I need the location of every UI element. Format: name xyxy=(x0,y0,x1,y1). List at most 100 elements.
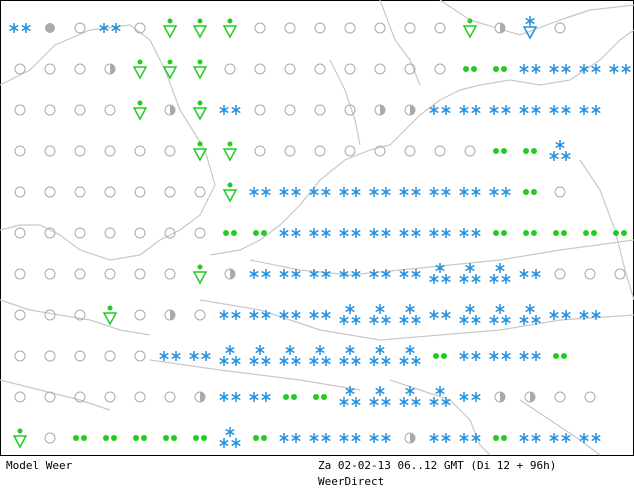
clear-icon xyxy=(14,309,26,321)
snow-icon xyxy=(519,351,541,361)
snow-icon xyxy=(459,105,481,115)
rain-icon xyxy=(433,353,447,359)
partly-cloudy-icon xyxy=(374,104,386,116)
snow-icon xyxy=(489,351,511,361)
snow-icon xyxy=(489,105,511,115)
rain-icon xyxy=(493,66,507,72)
source-label: WeerDirect xyxy=(318,475,385,488)
clear-icon xyxy=(134,227,146,239)
shower-rain-icon xyxy=(192,100,208,121)
clear-icon xyxy=(194,186,206,198)
clear-icon xyxy=(194,309,206,321)
clear-icon xyxy=(254,63,266,75)
snow-icon xyxy=(399,269,421,279)
snow-icon xyxy=(339,187,361,197)
snow-icon xyxy=(369,386,391,407)
shower-rain-icon xyxy=(12,428,28,449)
map-frame xyxy=(0,0,634,456)
snow-icon xyxy=(429,228,451,238)
shower-rain-icon xyxy=(192,18,208,39)
coastline-layer xyxy=(0,0,634,456)
clear-icon xyxy=(104,104,116,116)
clear-icon xyxy=(14,227,26,239)
clear-icon xyxy=(44,104,56,116)
clear-icon xyxy=(14,268,26,280)
clear-icon xyxy=(314,63,326,75)
clear-icon xyxy=(134,145,146,157)
clear-icon xyxy=(374,22,386,34)
snow-icon xyxy=(369,228,391,238)
clear-icon xyxy=(74,22,86,34)
clear-icon xyxy=(44,432,56,444)
clear-icon xyxy=(134,186,146,198)
partly-cloudy-icon xyxy=(494,391,506,403)
clear-icon xyxy=(104,268,116,280)
rain-icon xyxy=(523,148,537,154)
snow-icon xyxy=(579,310,601,320)
rain-icon xyxy=(493,435,507,441)
clear-icon xyxy=(14,145,26,157)
clear-icon xyxy=(104,391,116,403)
shower-rain-icon xyxy=(462,18,478,39)
clear-icon xyxy=(554,268,566,280)
clear-icon xyxy=(164,145,176,157)
snow-icon xyxy=(399,345,421,366)
snow-icon xyxy=(399,228,421,238)
clear-icon xyxy=(254,145,266,157)
clear-icon xyxy=(374,63,386,75)
clear-icon xyxy=(314,104,326,116)
snow-icon xyxy=(249,345,271,366)
snow-icon xyxy=(219,310,241,320)
snow-icon xyxy=(369,304,391,325)
partly-cloudy-icon xyxy=(404,432,416,444)
clear-icon xyxy=(194,227,206,239)
snow-icon xyxy=(159,351,181,361)
clear-icon xyxy=(74,104,86,116)
snow-icon xyxy=(339,304,361,325)
shower-rain-icon xyxy=(132,100,148,121)
clear-icon xyxy=(434,145,446,157)
snow-icon xyxy=(219,105,241,115)
clear-icon xyxy=(434,63,446,75)
clear-icon xyxy=(44,268,56,280)
rain-icon xyxy=(253,435,267,441)
clear-icon xyxy=(104,145,116,157)
snow-icon xyxy=(579,105,601,115)
rain-icon xyxy=(253,230,267,236)
snow-icon xyxy=(549,105,571,115)
clear-icon xyxy=(134,309,146,321)
rain-icon xyxy=(493,148,507,154)
clear-icon xyxy=(74,63,86,75)
snow-icon xyxy=(429,263,451,284)
partly-cloudy-icon xyxy=(164,309,176,321)
snow-icon xyxy=(399,304,421,325)
shower-rain-icon xyxy=(222,141,238,162)
snow-icon xyxy=(519,269,541,279)
snow-icon xyxy=(369,269,391,279)
snow-icon xyxy=(489,263,511,284)
clear-icon xyxy=(104,186,116,198)
snow-icon xyxy=(279,269,301,279)
shower-snow-icon xyxy=(522,16,538,40)
partly-cloudy-icon xyxy=(494,22,506,34)
partly-cloudy-icon xyxy=(194,391,206,403)
snow-icon xyxy=(9,23,31,33)
snow-icon xyxy=(279,433,301,443)
clear-icon xyxy=(74,350,86,362)
clear-icon xyxy=(44,227,56,239)
snow-icon xyxy=(309,228,331,238)
rain-icon xyxy=(73,435,87,441)
rain-icon xyxy=(223,230,237,236)
shower-rain-icon xyxy=(102,305,118,326)
clear-icon xyxy=(344,63,356,75)
clear-icon xyxy=(164,391,176,403)
snow-icon xyxy=(519,64,541,74)
clear-icon xyxy=(104,227,116,239)
snow-icon xyxy=(249,310,271,320)
clear-icon xyxy=(14,186,26,198)
shower-rain-icon xyxy=(222,18,238,39)
snow-icon xyxy=(489,187,511,197)
clear-icon xyxy=(134,391,146,403)
clear-icon xyxy=(434,22,446,34)
snow-icon xyxy=(429,105,451,115)
